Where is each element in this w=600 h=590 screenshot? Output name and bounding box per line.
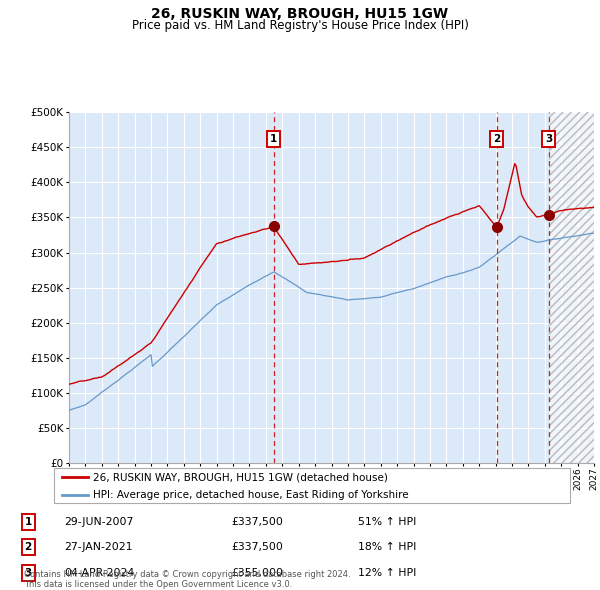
Text: £355,000: £355,000 (231, 568, 283, 578)
Text: 26, RUSKIN WAY, BROUGH, HU15 1GW (detached house): 26, RUSKIN WAY, BROUGH, HU15 1GW (detach… (92, 472, 388, 482)
Text: 27-JAN-2021: 27-JAN-2021 (64, 542, 133, 552)
Text: 3: 3 (25, 568, 32, 578)
Bar (549, 112, 594, 463)
Bar (549, 112, 594, 463)
Text: £337,500: £337,500 (231, 517, 283, 527)
Text: 2: 2 (493, 134, 500, 144)
Text: 51% ↑ HPI: 51% ↑ HPI (358, 517, 416, 527)
Text: £337,500: £337,500 (231, 542, 283, 552)
Text: HPI: Average price, detached house, East Riding of Yorkshire: HPI: Average price, detached house, East… (92, 490, 409, 500)
Text: Contains HM Land Registry data © Crown copyright and database right 2024.
This d: Contains HM Land Registry data © Crown c… (24, 570, 350, 589)
Text: 18% ↑ HPI: 18% ↑ HPI (358, 542, 416, 552)
Text: 04-APR-2024: 04-APR-2024 (64, 568, 134, 578)
Text: 3: 3 (545, 134, 553, 144)
Text: Price paid vs. HM Land Registry's House Price Index (HPI): Price paid vs. HM Land Registry's House … (131, 19, 469, 32)
Text: 2: 2 (25, 542, 32, 552)
Text: 1: 1 (270, 134, 278, 144)
Text: 29-JUN-2007: 29-JUN-2007 (64, 517, 133, 527)
Text: 1: 1 (25, 517, 32, 527)
Text: 12% ↑ HPI: 12% ↑ HPI (358, 568, 416, 578)
Text: 26, RUSKIN WAY, BROUGH, HU15 1GW: 26, RUSKIN WAY, BROUGH, HU15 1GW (151, 7, 449, 21)
